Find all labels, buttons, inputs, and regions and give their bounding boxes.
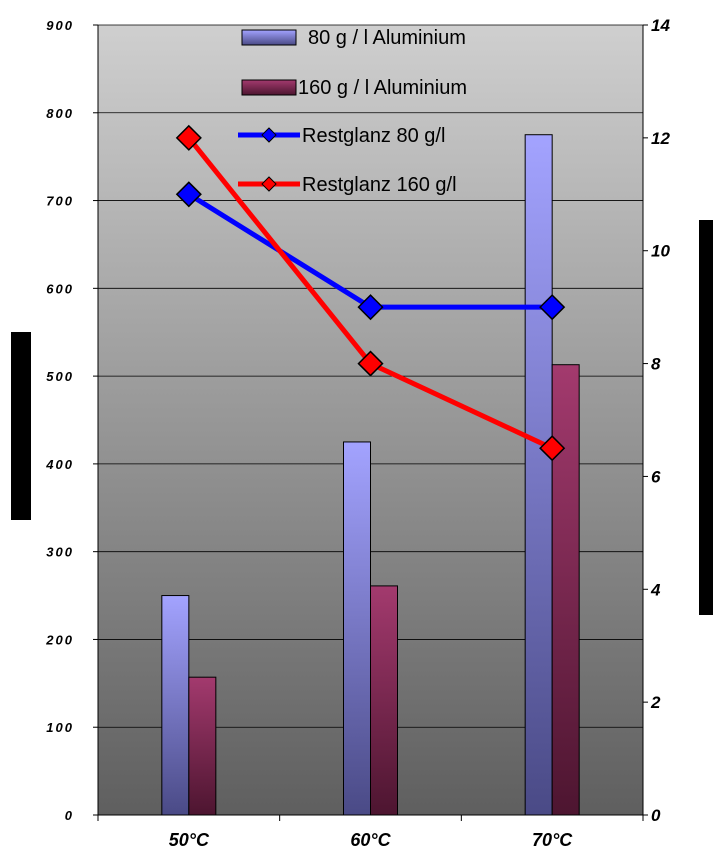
tick-labels: 0 100 200 300 400 500 600 700 800 900 0 2 4 6 8 10 12 14 5… xyxy=(45,16,670,850)
bar-1-3 xyxy=(524,134,553,816)
tick-label-left: 900 xyxy=(46,18,74,33)
legend-label-3: Restglanz 80 g/l xyxy=(302,125,445,147)
tick-label-right: 0 xyxy=(651,806,661,825)
tick-label-left: 300 xyxy=(46,545,74,560)
tick-label-left: 700 xyxy=(46,194,74,209)
legend-label-1: 80 g / l Aluminium xyxy=(308,27,466,49)
tick-label-left: 600 xyxy=(46,281,74,296)
tick-label-right: 12 xyxy=(651,129,670,148)
legend-swatch-2 xyxy=(241,79,297,96)
bar-2-3 xyxy=(551,364,580,816)
tick-label-left: 100 xyxy=(46,720,74,735)
tick-label-right: 4 xyxy=(650,580,661,599)
bar-1-1 xyxy=(161,595,190,816)
bar-1-2 xyxy=(343,441,371,816)
tick-label-x: 70°C xyxy=(532,830,573,850)
tick-label-left: 500 xyxy=(46,369,74,384)
marker-2-3 xyxy=(539,435,566,462)
marker-1-1 xyxy=(175,181,202,208)
legend-label-4: Restglanz 160 g/l xyxy=(302,174,457,196)
axes xyxy=(93,24,648,821)
legend-marker-3 xyxy=(261,127,277,143)
tick-label-x: 60°C xyxy=(350,830,391,850)
marker-1-3 xyxy=(539,294,566,321)
tick-label-right: 6 xyxy=(651,467,661,486)
marker-2-1 xyxy=(175,124,202,151)
bar-2-1 xyxy=(188,676,217,816)
bars xyxy=(161,134,580,816)
legend-swatch-1 xyxy=(241,29,297,46)
tick-label-left: 400 xyxy=(45,457,74,472)
tick-label-left: 0 xyxy=(65,808,74,823)
legend: 80 g / l Aluminium 160 g / l Aluminium Res… xyxy=(238,27,467,196)
marker-2-2 xyxy=(357,350,384,377)
series-lines xyxy=(175,124,566,462)
redaction-right xyxy=(699,220,713,615)
legend-marker-4 xyxy=(261,176,277,192)
tick-label-right: 10 xyxy=(651,242,670,261)
redaction-left xyxy=(11,332,31,520)
tick-label-right: 2 xyxy=(650,693,661,712)
tick-label-right: 8 xyxy=(651,355,661,374)
bar-2-2 xyxy=(370,585,398,816)
tick-label-left: 200 xyxy=(45,632,74,647)
tick-label-left: 800 xyxy=(46,106,74,121)
legend-label-2: 160 g / l Aluminium xyxy=(298,77,467,99)
marker-1-2 xyxy=(357,294,384,321)
tick-label-right: 14 xyxy=(651,16,670,35)
tick-label-x: 50°C xyxy=(169,830,210,850)
